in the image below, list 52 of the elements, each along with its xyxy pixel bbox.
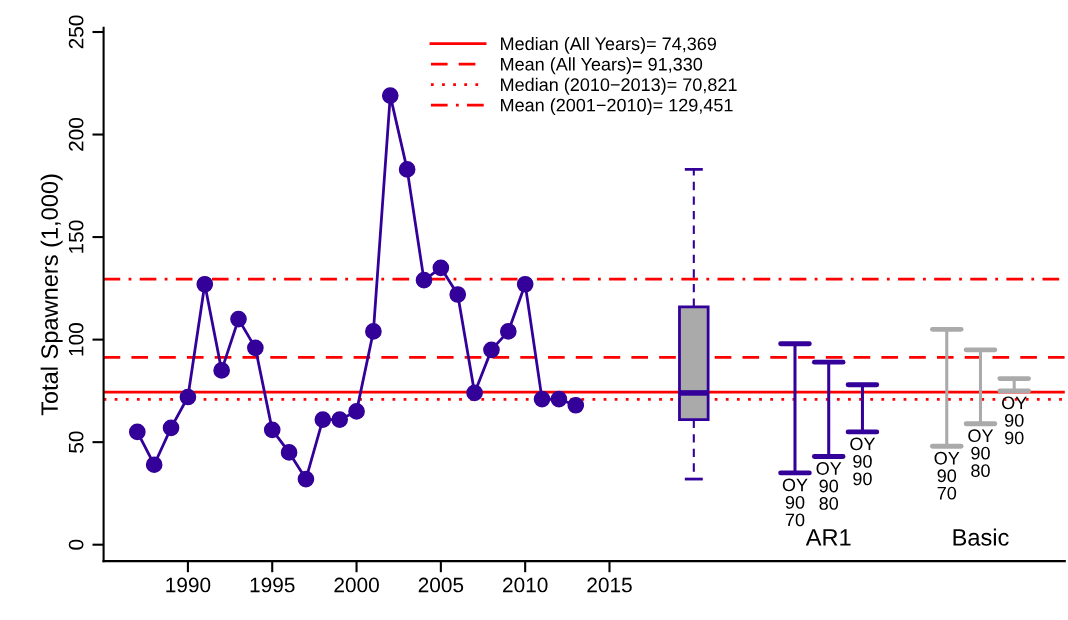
point [398, 161, 416, 178]
point [533, 390, 551, 408]
point [297, 470, 315, 488]
point [145, 456, 163, 474]
point [348, 403, 365, 420]
y-tick-label: 150 [68, 220, 84, 253]
x-tick-label: 1995 [250, 577, 295, 593]
point [230, 310, 247, 328]
point [247, 339, 264, 357]
point [196, 275, 214, 293]
y-tick-label: 50 [68, 431, 84, 453]
x-tick-label: 1990 [166, 577, 211, 593]
legend-label: Median (2010−2013)= 70,821 [501, 77, 737, 95]
point [162, 419, 180, 437]
x-tick-label: 2005 [418, 577, 464, 593]
legend-label: Mean (All Years)= 91,330 [501, 57, 703, 75]
point [516, 275, 534, 293]
x-tick-label: 2010 [503, 577, 548, 593]
point [280, 444, 298, 461]
legend-label: Mean (2001−2010)= 129,451 [501, 98, 733, 116]
point [128, 423, 146, 441]
point [314, 411, 332, 428]
point [179, 388, 197, 406]
point [415, 271, 433, 289]
point [567, 396, 585, 414]
y-tick-label: 200 [68, 117, 84, 151]
x-tick-label: 2000 [334, 577, 379, 593]
y-axis-title: Total Spawners (1,000) [40, 174, 63, 416]
point [550, 390, 568, 408]
annotation: OY 90 90 [850, 437, 876, 486]
point [381, 87, 399, 104]
annotation: AR1 [805, 529, 851, 546]
point [365, 323, 382, 340]
y-tick-label: 100 [68, 323, 84, 356]
y-tick-label: 0 [68, 539, 84, 550]
y-tick-label: 250 [68, 15, 84, 49]
x-tick-label: 2015 [587, 577, 632, 593]
point [331, 411, 349, 428]
point [449, 286, 467, 303]
point [432, 259, 450, 277]
annotation: OY 90 90 [1002, 396, 1027, 445]
point [213, 362, 230, 379]
annotation: Basic [953, 528, 1009, 546]
point [499, 323, 517, 340]
point [466, 384, 483, 402]
annotation: OY 90 70 [782, 478, 808, 527]
annotation: OY 90 70 [934, 451, 960, 500]
annotation: OY 90 80 [968, 429, 994, 478]
annotation: OY 90 80 [816, 462, 842, 510]
point [263, 421, 281, 439]
legend-label: Median (All Years)= 74,369 [501, 36, 717, 54]
point [483, 341, 500, 359]
